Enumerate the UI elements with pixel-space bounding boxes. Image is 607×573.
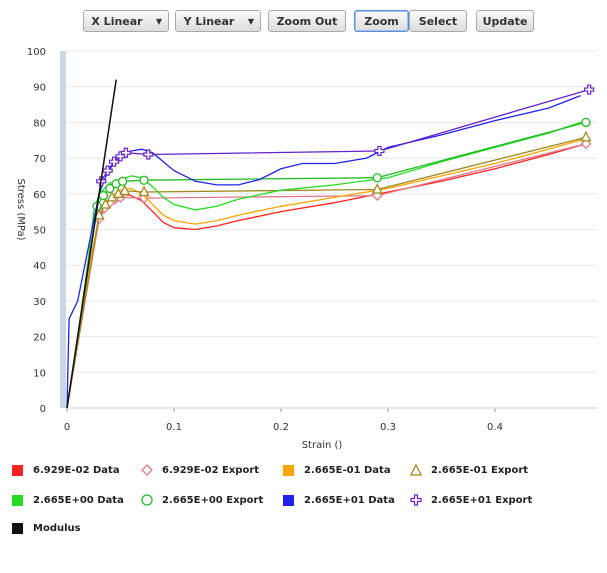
legend-marker-icon <box>409 463 423 476</box>
point-marker <box>143 149 154 160</box>
y-tick-label: 70 <box>33 154 46 165</box>
y-tick-label: 80 <box>33 118 46 129</box>
point-marker <box>580 131 592 142</box>
legend-label: Modulus <box>33 522 81 534</box>
y-axis-label: Stress (MPa) <box>15 178 26 240</box>
legend-swatch <box>12 522 23 534</box>
point-marker <box>98 190 109 201</box>
zoom-out-button[interactable]: Zoom Out <box>268 10 346 32</box>
chevron-down-icon: ▼ <box>155 16 162 26</box>
series-layer <box>66 79 595 409</box>
legend-swatch <box>12 494 23 506</box>
x-scale-dropdown[interactable]: X Linear ▼ <box>83 10 169 32</box>
series-line <box>66 94 581 409</box>
x-scale-label: X Linear <box>91 14 143 28</box>
y-scale-label: Y Linear <box>183 14 235 28</box>
y-tick-label: 60 <box>33 190 46 201</box>
y-tick-label: 20 <box>33 333 46 344</box>
y-axis-scrollbar[interactable] <box>60 51 66 408</box>
x-axis-label: Strain () <box>302 440 343 451</box>
y-scale-dropdown[interactable]: Y Linear ▼ <box>175 10 261 32</box>
point-marker <box>138 185 150 197</box>
legend-item[interactable]: 2.665E-01 Export <box>409 462 528 478</box>
legend-item[interactable]: Modulus <box>12 520 81 536</box>
series-3 <box>66 131 592 409</box>
series-line <box>66 79 117 409</box>
legend-item[interactable]: 2.665E+01 Data <box>283 492 395 508</box>
point-marker <box>99 198 112 209</box>
series-8 <box>66 79 117 409</box>
series-6 <box>66 94 581 409</box>
x-tick-label: 0.1 <box>166 422 182 433</box>
point-marker <box>374 145 385 157</box>
legend-label: 2.665E+01 Data <box>304 494 395 506</box>
legend-item[interactable]: 2.665E+01 Export <box>409 492 532 508</box>
legend-label: 6.929E-02 Export <box>162 464 260 476</box>
axes: 0 10 20 30 40 50 60 70 80 90 100 0 0.1 0.2 0.3 0.4 <box>27 47 597 433</box>
legend-swatch <box>283 464 294 476</box>
point-marker <box>584 84 595 95</box>
legend-marker-icon <box>141 464 153 476</box>
grid <box>67 50 597 373</box>
legend-item[interactable]: 2.665E+00 Data <box>12 492 124 508</box>
legend-label: 2.665E+01 Export <box>431 494 533 506</box>
y-tick-label: 90 <box>33 83 46 94</box>
legend-item[interactable]: 2.665E+00 Export <box>140 492 263 508</box>
legend-label: 6.929E-02 Data <box>33 464 120 476</box>
y-tick-label: 40 <box>33 261 46 272</box>
point-marker <box>139 175 149 185</box>
chevron-down-icon: ▼ <box>247 16 254 26</box>
legend-swatch <box>283 494 294 506</box>
point-marker <box>117 176 128 186</box>
x-tick-label: 0.2 <box>273 422 289 433</box>
stress-strain-chart[interactable]: 0 10 20 30 40 50 60 70 80 90 100 0 0.1 0.2 0.3 0.4 Stra… <box>0 40 607 460</box>
legend-item[interactable]: 6.929E-02 Data <box>12 462 120 478</box>
legend-swatch <box>12 464 23 476</box>
point-marker <box>105 183 115 194</box>
y-tick-label: 0 <box>40 404 46 415</box>
point-marker <box>120 147 131 158</box>
legend-label: 2.665E+00 Data <box>33 494 124 506</box>
legend-label: 2.665E+00 Export <box>162 494 264 506</box>
point-marker <box>581 117 591 128</box>
series-line <box>66 88 590 409</box>
x-tick-label: 0.3 <box>380 422 396 433</box>
point-marker <box>371 183 383 194</box>
toolbar: X Linear ▼ Y Linear ▼ Zoom Out Zoom Sele… <box>0 8 607 34</box>
legend-marker-icon <box>141 494 153 506</box>
x-tick-label: 0.4 <box>487 422 503 433</box>
select-button[interactable]: Select <box>409 10 467 32</box>
y-tick-label: 50 <box>33 226 46 237</box>
legend-item[interactable]: 2.665E-01 Data <box>283 462 391 478</box>
update-button[interactable]: Update <box>476 10 534 32</box>
legend-label: 2.665E-01 Data <box>304 464 391 476</box>
point-marker <box>108 156 120 167</box>
point-marker <box>372 173 382 183</box>
legend-marker-icon <box>410 494 422 506</box>
y-tick-label: 10 <box>33 368 46 379</box>
y-tick-label: 100 <box>27 47 46 58</box>
legend-label: 2.665E-01 Export <box>431 464 529 476</box>
zoom-button[interactable]: Zoom <box>354 10 409 32</box>
series-7 <box>66 84 595 409</box>
x-tick-label: 0 <box>64 422 70 433</box>
point-marker <box>580 138 592 150</box>
point-marker <box>119 184 131 196</box>
series-5 <box>66 117 591 409</box>
y-tick-label: 30 <box>33 297 46 308</box>
legend-item[interactable]: 6.929E-02 Export <box>140 462 259 478</box>
